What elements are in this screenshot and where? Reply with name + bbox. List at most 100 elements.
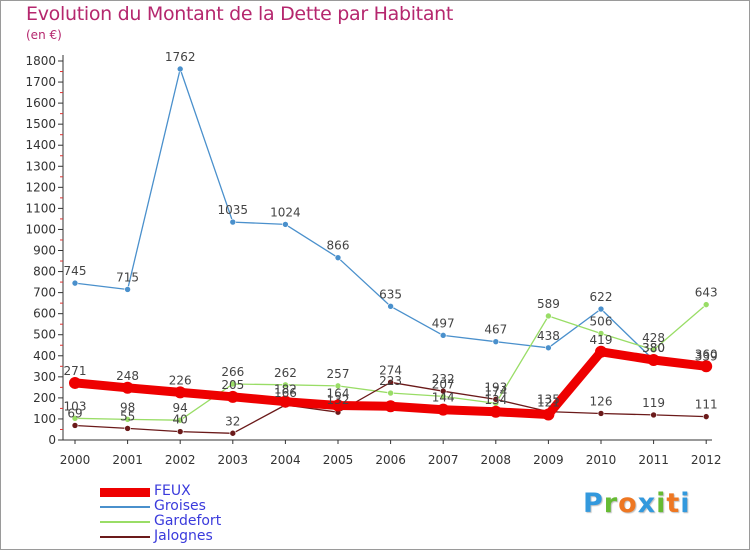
data-label-groises: 438	[537, 329, 560, 343]
data-label-jalognes: 40	[173, 413, 188, 427]
logo-letter: r	[603, 488, 619, 519]
data-label-gardefort: 174	[484, 384, 507, 398]
y-tick-label: 100	[33, 412, 56, 426]
data-label-gardefort: 266	[221, 365, 244, 379]
data-point-jalognes	[71, 422, 79, 429]
data-point-feux	[542, 408, 555, 421]
data-point-gardefort	[282, 381, 289, 389]
y-tick-label: 900	[33, 244, 56, 258]
proxiti-logo: Proxiti	[583, 488, 691, 519]
legend-swatch	[100, 521, 150, 523]
axes: 0 100 200 300 400 500 600 700 800 900 1000 1100 1200…	[25, 54, 721, 467]
data-label-jalognes: 119	[642, 396, 665, 410]
legend-label: Jalognes	[154, 528, 213, 544]
legend-label: Groises	[154, 498, 206, 514]
data-point-jalognes	[229, 429, 237, 437]
logo-letter: i	[656, 488, 667, 519]
data-point-groises	[545, 344, 552, 352]
y-tick-label: 1500	[25, 117, 56, 131]
data-point-feux	[279, 395, 292, 408]
data-label-jalognes: 232	[432, 372, 455, 386]
legend-swatch	[100, 506, 150, 508]
data-point-gardefort	[545, 312, 552, 320]
data-label-jalognes: 193	[484, 380, 507, 394]
y-tick-label: 200	[33, 391, 56, 405]
y-tick-label: 1700	[25, 75, 56, 89]
data-point-gardefort	[702, 301, 710, 308]
data-point-groises	[597, 305, 605, 313]
y-tick-label: 1800	[25, 54, 56, 68]
x-tick-label: 2001	[112, 453, 143, 467]
logo-letter: o	[618, 488, 638, 519]
data-label-gardefort: 98	[120, 400, 135, 414]
y-tick-label: 300	[33, 370, 56, 384]
data-label-gardefort: 506	[590, 314, 613, 328]
y-tick-label: 500	[33, 328, 56, 342]
series-layer	[69, 65, 713, 437]
x-tick-label: 2009	[533, 453, 564, 467]
data-label-gardefort: 428	[642, 331, 665, 345]
data-label-feux: 121	[537, 396, 560, 410]
data-label-groises: 1762	[165, 50, 196, 64]
data-label-gardefort: 643	[695, 286, 718, 300]
data-point-feux	[174, 386, 187, 399]
legend-label: FEUX	[154, 483, 191, 499]
data-label-gardefort: 262	[274, 366, 297, 380]
data-point-gardefort	[229, 380, 237, 388]
data-label-jalognes: 111	[695, 398, 718, 412]
data-point-jalognes	[597, 410, 605, 417]
data-point-jalognes	[124, 425, 131, 432]
data-point-gardefort	[124, 416, 131, 423]
data-label-feux: 164	[327, 386, 350, 400]
data-label-feux: 226	[169, 373, 192, 387]
data-label-gardefort: 94	[173, 401, 188, 415]
data-point-groises	[334, 254, 342, 261]
data-label-jalognes: 166	[274, 386, 297, 400]
data-label-groises: 866	[327, 239, 350, 253]
data-point-groises	[229, 218, 237, 226]
data-label-jalognes: 135	[537, 393, 560, 407]
data-label-groises: 380	[642, 341, 665, 355]
data-point-gardefort	[650, 346, 657, 354]
data-label-groises: 1024	[270, 205, 301, 219]
logo-letter: i	[680, 488, 691, 519]
data-label-jalognes: 32	[225, 414, 240, 428]
data-label-feux: 360	[695, 347, 718, 361]
data-label-jalognes: 126	[590, 394, 613, 408]
data-point-groises	[492, 338, 500, 345]
data-label-gardefort: 207	[432, 377, 455, 391]
y-tick-label: 700	[33, 286, 56, 300]
x-tick-label: 2005	[323, 453, 354, 467]
data-label-jalognes: 274	[379, 363, 402, 377]
legend-swatch	[100, 536, 150, 538]
y-tick-label: 400	[33, 349, 56, 363]
data-point-gardefort	[71, 415, 79, 422]
data-label-feux: 419	[590, 333, 613, 347]
data-label-groises: 1035	[218, 203, 249, 217]
data-labels-layer: 271 248 226 205 182 164 144 134 121 419 380 360 745 7…	[64, 50, 718, 428]
data-point-feux	[384, 400, 397, 413]
data-point-groises	[71, 279, 79, 287]
x-tick-label: 2004	[270, 453, 301, 467]
data-point-jalognes	[650, 411, 657, 419]
data-point-groises	[282, 221, 289, 228]
data-point-gardefort	[334, 382, 342, 390]
y-tick-label: 1400	[25, 138, 56, 152]
data-label-feux: 248	[116, 369, 139, 383]
data-point-feux	[226, 390, 239, 403]
data-label-feux: 144	[432, 391, 455, 405]
data-label-feux: 182	[274, 383, 297, 397]
legend-swatch	[100, 487, 150, 497]
data-point-groises	[439, 332, 447, 339]
x-tick-label: 2003	[218, 453, 249, 467]
legend-label: Gardefort	[154, 513, 222, 529]
data-label-groises: 339	[695, 350, 718, 364]
data-point-feux	[489, 405, 502, 418]
y-tick-label: 1200	[25, 180, 56, 194]
data-point-gardefort	[387, 389, 394, 397]
data-label-gardefort: 103	[64, 399, 87, 413]
data-label-jalognes: 55	[120, 409, 135, 423]
x-tick-label: 2000	[60, 453, 91, 467]
data-point-groises	[387, 302, 394, 310]
